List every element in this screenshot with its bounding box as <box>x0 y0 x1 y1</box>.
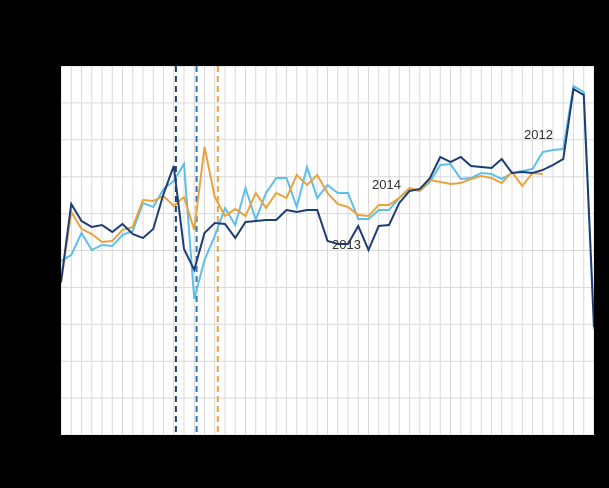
svg-text:2014: 2014 <box>372 177 401 192</box>
svg-text:2013: 2013 <box>332 237 361 252</box>
svg-text:2012: 2012 <box>524 127 553 142</box>
